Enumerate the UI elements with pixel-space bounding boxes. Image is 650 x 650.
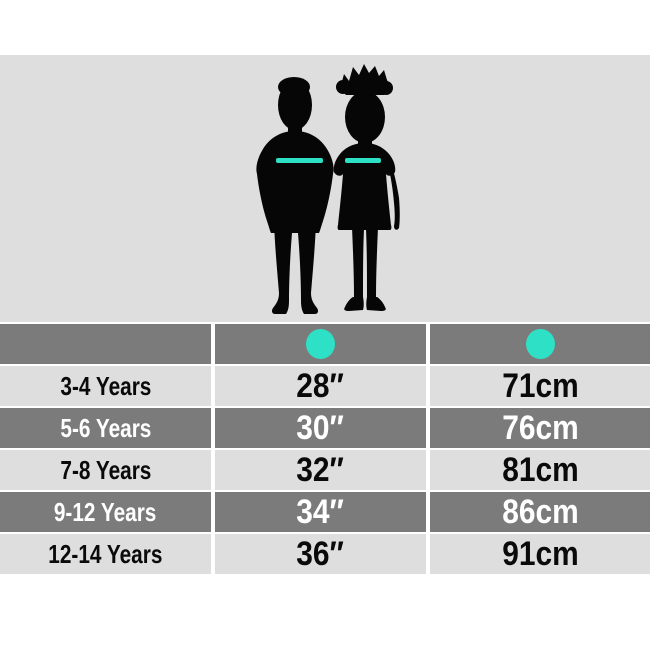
boy-silhouette [256, 77, 334, 314]
table-header-row [0, 322, 650, 364]
age-label: 9-12 Years [54, 496, 157, 527]
age-label: 3-4 Years [60, 370, 151, 401]
boy-chest-measure-line [276, 158, 323, 163]
table-row: 9-12 Years 34″ 86cm [0, 490, 650, 532]
children-silhouettes [256, 64, 400, 314]
table-row: 5-6 Years 30″ 76cm [0, 406, 650, 448]
cm-value: 91cm [501, 534, 579, 573]
size-chart-table: 3-4 Years 28″ 71cm 5-6 Years 30″ 76cm 7-… [0, 322, 650, 574]
inches-value: 32″ [296, 450, 345, 489]
age-label: 7-8 Years [60, 454, 151, 485]
table-row: 3-4 Years 28″ 71cm [0, 364, 650, 406]
girl-chest-measure-line [345, 158, 381, 163]
age-label: 5-6 Years [60, 412, 151, 443]
girl-hair-puffs [340, 64, 390, 95]
chest-measurement-dot-icon [525, 329, 555, 359]
table-row: 7-8 Years 32″ 81cm [0, 448, 650, 490]
girl-silhouette [333, 64, 400, 311]
header-age-cell [0, 324, 211, 364]
table-row: 12-14 Years 36″ 91cm [0, 532, 650, 574]
header-inches-cell [211, 324, 426, 364]
age-label: 12-14 Years [48, 538, 163, 569]
inches-value: 28″ [296, 366, 345, 405]
cm-value: 81cm [501, 450, 579, 489]
cm-value: 86cm [501, 492, 579, 531]
inches-value: 30″ [296, 408, 345, 447]
header-cm-cell [426, 324, 650, 364]
cm-value: 71cm [501, 366, 579, 405]
cm-value: 76cm [501, 408, 579, 447]
hero-panel [0, 55, 650, 322]
chest-measurement-dot-icon [306, 329, 335, 359]
inches-value: 36″ [296, 534, 345, 573]
inches-value: 34″ [296, 492, 345, 531]
